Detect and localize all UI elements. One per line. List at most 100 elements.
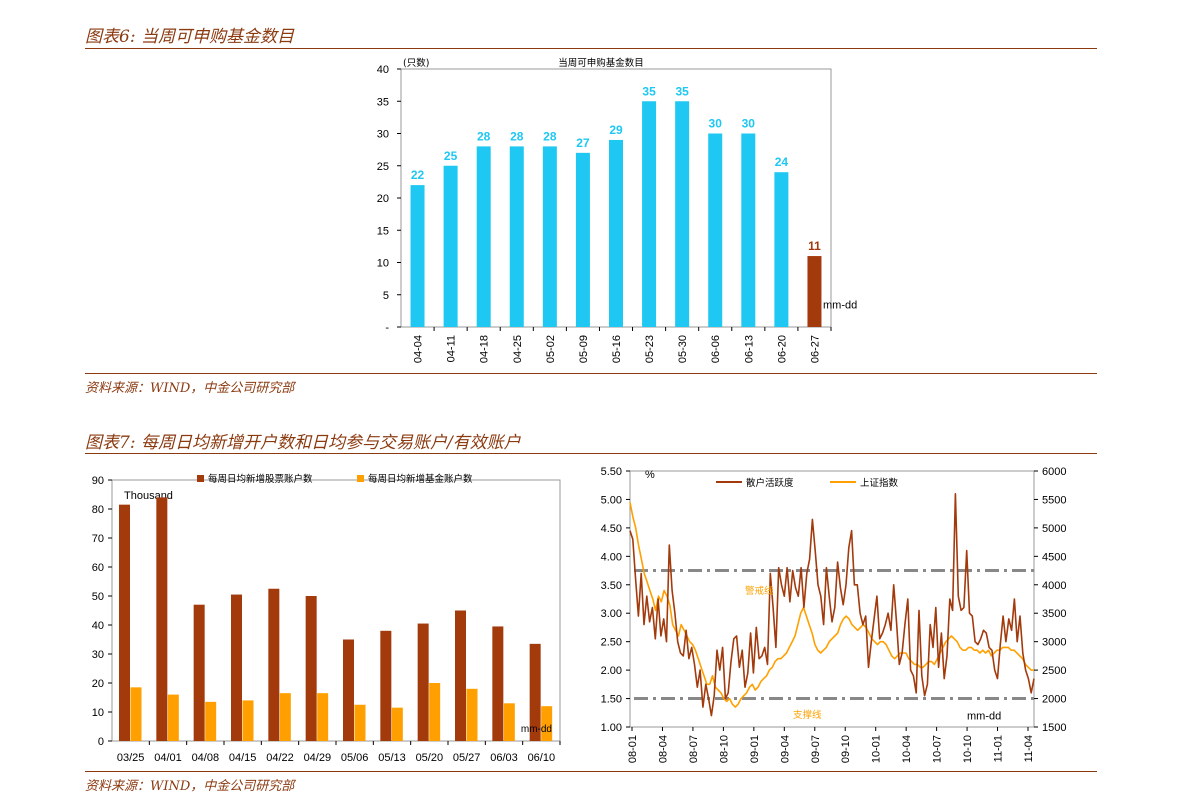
fund-x-tick-label: 05-23 <box>644 335 656 363</box>
activity-y2-tick-label: 2500 <box>1042 665 1066 677</box>
activity-plot-frame <box>629 470 1035 728</box>
fund-x-tick-label: 04-11 <box>446 335 458 362</box>
fund-bar <box>774 172 789 327</box>
activity-x-tick-label: 10-07 <box>932 735 944 763</box>
figure7-heading: 图表7: 每周日均新增开户数和日均参与交易账户/有效账户 <box>85 433 521 453</box>
accounts-y-tick-label: 70 <box>92 533 104 545</box>
fund-x-tick-label: 06-27 <box>809 335 821 363</box>
activity-y-tick-label: 5.00 <box>601 494 622 506</box>
figure6-heading: 图表6: 当周可申购基金数目 <box>85 27 294 47</box>
fund-x-tick-label: 06-20 <box>776 335 788 363</box>
activity-x-tick-label: 10-10 <box>962 735 974 763</box>
activity-y-tick-label: 3.00 <box>601 608 622 620</box>
fund-y-tick-label: 10 <box>377 258 389 270</box>
accounts-x-tick-label: 03/25 <box>117 752 145 764</box>
fund-bar-label: 35 <box>642 84 656 98</box>
stock-account-bar <box>492 626 504 741</box>
fund-chart-title: 当周可申购基金数目 <box>558 57 644 69</box>
fund-y-tick-label: 35 <box>377 96 389 108</box>
activity-y2-tick-label: 4000 <box>1042 580 1066 592</box>
stock-account-bar <box>119 504 130 741</box>
accounts-x-tick-label: 04/15 <box>229 752 257 764</box>
fund-y-tick-label: 30 <box>377 129 389 141</box>
accounts-x-axis-title: mm-dd <box>521 724 552 735</box>
accounts-y-tick-label: 60 <box>92 562 104 574</box>
fund-y-tick-label: 5 <box>383 290 389 302</box>
warning-line-label: 警戒线 <box>745 585 774 597</box>
accounts-x-tick-label: 05/06 <box>341 752 369 764</box>
fund-account-bar <box>205 701 217 741</box>
stock-account-bar <box>305 596 317 741</box>
fund-unit-label: (只数) <box>403 57 429 69</box>
fund-bar-label: 28 <box>477 129 491 143</box>
fund-bar <box>675 101 690 327</box>
accounts-x-tick-label: 05/27 <box>453 752 481 764</box>
fund-account-bar <box>167 694 179 741</box>
fund-y-tick-label: 20 <box>377 193 389 205</box>
activity-unit-label: % <box>645 469 655 481</box>
activity-legend-label: 散户活跃度 <box>746 477 794 489</box>
fund-account-bar <box>354 704 366 741</box>
fund-x-tick-label: 04-04 <box>413 335 425 363</box>
fund-account-bar <box>242 700 254 741</box>
fund-x-tick-label: 05-02 <box>545 335 557 363</box>
activity-y2-tick-label: 2000 <box>1042 694 1066 706</box>
fund-y-tick-label: - <box>385 322 389 334</box>
stock-account-bar <box>343 639 354 741</box>
accounts-legend-label: 每周日均新增基金账户数 <box>368 473 473 485</box>
fund-bar <box>807 256 822 327</box>
accounts-y-tick-label: 30 <box>92 649 104 661</box>
accounts-y-tick-label: 40 <box>92 620 104 632</box>
activity-y2-tick-label: 5500 <box>1042 494 1066 506</box>
support-line-label: 支撑线 <box>793 709 822 721</box>
accounts-x-tick-label: 04/01 <box>154 752 182 764</box>
fund-x-tick-label: 06-06 <box>710 335 722 363</box>
fund-bar <box>509 146 524 327</box>
figure6-source: 资料来源：WIND，中金公司研究部 <box>85 381 295 396</box>
accounts-legend-swatch <box>357 475 364 482</box>
stock-account-bar <box>380 630 392 741</box>
figure7-top-rule <box>85 453 1097 454</box>
activity-x-tick-label: 11-04 <box>1023 735 1035 762</box>
fund-x-tick-label: 05-16 <box>611 335 623 363</box>
fund-bar <box>542 146 557 327</box>
accounts-y-tick-label: 0 <box>98 736 104 748</box>
figure7-bottom-rule <box>85 771 1097 772</box>
accounts-x-tick-label: 04/22 <box>266 752 294 764</box>
figure7-source: 资料来源：WIND，中金公司研究部 <box>85 779 295 794</box>
accounts-y-tick-label: 80 <box>92 504 104 516</box>
activity-y-tick-label: 2.50 <box>601 637 622 649</box>
fund-account-bar <box>503 703 515 741</box>
fund-bar-label: 24 <box>775 155 789 169</box>
accounts-x-tick-label: 04/29 <box>304 752 332 764</box>
activity-y-tick-label: 1.50 <box>601 694 622 706</box>
fund-bar <box>642 101 657 327</box>
stock-account-bar <box>417 623 429 741</box>
fund-account-bar <box>279 693 291 741</box>
stock-account-bar <box>529 643 541 741</box>
accounts-x-tick-label: 06/03 <box>490 752 518 764</box>
activity-x-tick-label: 10-01 <box>871 735 883 763</box>
activity-x-tick-label: 09-04 <box>779 735 791 763</box>
activity-y2-tick-label: 1500 <box>1042 722 1066 734</box>
fund-x-tick-label: 05-09 <box>578 335 590 363</box>
figure6-top-rule <box>85 48 1097 49</box>
fund-bar-label: 35 <box>675 84 689 98</box>
fund-bar <box>443 165 458 327</box>
fund-bar-label: 22 <box>411 168 425 182</box>
activity-x-tick-label: 11-01 <box>993 735 1005 762</box>
stock-account-bar <box>231 594 242 741</box>
activity-x-tick-label: 09-10 <box>840 735 852 763</box>
fund-bar-label: 28 <box>510 129 524 143</box>
fund-bar-label: 30 <box>742 117 756 131</box>
activity-legend-label: 上证指数 <box>860 477 899 489</box>
activity-y-tick-label: 5.50 <box>601 466 622 478</box>
fund-bar-label: 28 <box>543 129 557 143</box>
accounts-x-tick-label: 05/20 <box>416 752 444 764</box>
fund-x-tick-label: 06-13 <box>743 335 755 363</box>
activity-x-tick-label: 08-10 <box>718 735 730 763</box>
fund-bar-label: 11 <box>808 239 821 253</box>
